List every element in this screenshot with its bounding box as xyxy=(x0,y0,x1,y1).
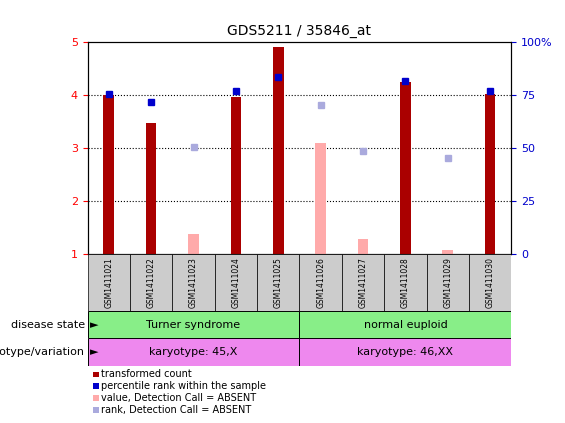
Bar xyxy=(342,254,384,311)
Bar xyxy=(299,254,342,311)
Bar xyxy=(88,338,299,366)
Bar xyxy=(485,94,496,254)
Bar xyxy=(400,82,411,254)
Bar xyxy=(103,95,114,254)
Bar xyxy=(273,47,284,254)
Text: GSM1411021: GSM1411021 xyxy=(105,257,113,308)
Bar xyxy=(299,338,511,366)
Bar xyxy=(215,254,257,311)
Text: GSM1411022: GSM1411022 xyxy=(147,257,155,308)
Text: GSM1411030: GSM1411030 xyxy=(486,257,494,308)
Bar xyxy=(315,143,326,254)
Title: GDS5211 / 35846_at: GDS5211 / 35846_at xyxy=(228,25,371,38)
Text: GSM1411023: GSM1411023 xyxy=(189,257,198,308)
Text: rank, Detection Call = ABSENT: rank, Detection Call = ABSENT xyxy=(101,405,251,415)
Text: value, Detection Call = ABSENT: value, Detection Call = ABSENT xyxy=(101,393,256,403)
Text: GSM1411029: GSM1411029 xyxy=(444,257,452,308)
Bar xyxy=(88,311,299,338)
Bar xyxy=(358,239,368,254)
Text: percentile rank within the sample: percentile rank within the sample xyxy=(101,381,266,391)
Bar xyxy=(130,254,172,311)
Text: ►: ► xyxy=(90,320,99,330)
Text: ►: ► xyxy=(90,347,99,357)
Text: karyotype: 46,XX: karyotype: 46,XX xyxy=(358,347,453,357)
Bar xyxy=(146,123,157,254)
Text: disease state: disease state xyxy=(11,320,85,330)
Bar xyxy=(231,97,241,254)
Text: normal euploid: normal euploid xyxy=(363,320,447,330)
Bar xyxy=(188,233,199,254)
Text: karyotype: 45,X: karyotype: 45,X xyxy=(149,347,238,357)
Text: GSM1411028: GSM1411028 xyxy=(401,257,410,308)
Bar xyxy=(384,254,427,311)
Text: transformed count: transformed count xyxy=(101,369,192,379)
Bar xyxy=(257,254,299,311)
Text: genotype/variation: genotype/variation xyxy=(0,347,85,357)
Text: GSM1411025: GSM1411025 xyxy=(274,257,282,308)
Bar xyxy=(442,250,453,254)
Bar xyxy=(172,254,215,311)
Bar xyxy=(299,311,511,338)
Bar xyxy=(427,254,469,311)
Text: GSM1411026: GSM1411026 xyxy=(316,257,325,308)
Bar xyxy=(88,254,130,311)
Text: Turner syndrome: Turner syndrome xyxy=(146,320,241,330)
Bar xyxy=(469,254,511,311)
Text: GSM1411027: GSM1411027 xyxy=(359,257,367,308)
Text: GSM1411024: GSM1411024 xyxy=(232,257,240,308)
